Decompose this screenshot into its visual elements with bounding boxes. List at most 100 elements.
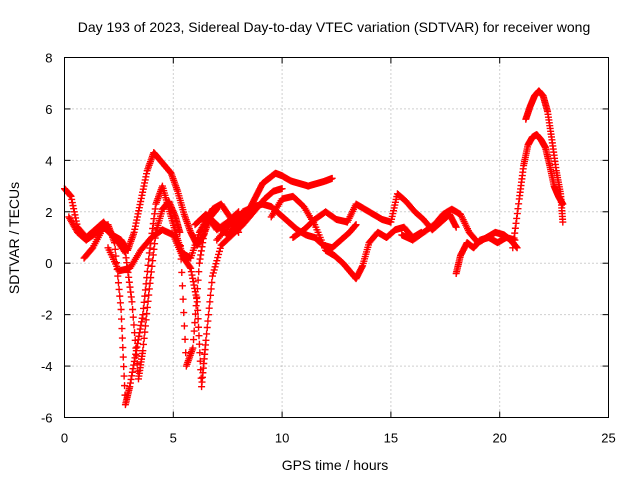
data-point (213, 257, 221, 265)
data-point (208, 272, 216, 280)
data-point (179, 295, 187, 303)
grid (64, 57, 609, 418)
data-point (178, 268, 186, 276)
y-tick-label: 0 (45, 256, 52, 271)
plot-frame (64, 57, 609, 418)
data-point (191, 319, 199, 327)
y-axis-label: SDTVAR / TECUs (6, 182, 22, 294)
data-point (205, 311, 213, 319)
data-point (195, 268, 203, 276)
data-point (192, 302, 200, 310)
x-tick-label: 20 (492, 431, 506, 446)
data-point (197, 374, 205, 382)
data-point (203, 330, 211, 338)
x-tick-label: 25 (601, 431, 615, 446)
series-sat-track-10 (452, 234, 519, 277)
data-point (118, 315, 126, 323)
data-point (142, 316, 150, 324)
data-point (559, 218, 567, 226)
chart-title: Day 193 of 2023, Sidereal Day-to-day VTE… (78, 19, 591, 35)
data-point (352, 221, 360, 229)
data-point (211, 263, 219, 271)
data-point (120, 363, 128, 371)
data-point (195, 340, 203, 348)
x-axis-label: GPS time / hours (282, 457, 389, 473)
data-point (202, 336, 210, 344)
data-point (212, 260, 220, 268)
data-point (139, 311, 147, 319)
data-point (204, 317, 212, 325)
data-point (209, 269, 217, 277)
data-point (131, 336, 139, 344)
data-point (111, 245, 119, 253)
data-point (206, 298, 214, 306)
data-point (180, 309, 188, 317)
data-point (278, 185, 286, 193)
x-tick-label: 15 (384, 431, 398, 446)
data-point (181, 335, 189, 343)
y-tick-label: -6 (41, 411, 53, 426)
data-point (119, 344, 127, 352)
data-point (141, 328, 149, 336)
data-point (130, 321, 138, 329)
data-point (191, 310, 199, 318)
data-point (186, 263, 194, 271)
data-point (452, 223, 460, 231)
data-point (118, 334, 126, 342)
data-point (205, 304, 213, 312)
y-tick-label: -4 (41, 359, 53, 374)
data-point (114, 272, 122, 280)
y-tick-label: -2 (41, 308, 53, 323)
y-tick-label: 4 (45, 153, 52, 168)
series-sat-track-11 (509, 131, 567, 252)
x-tick-label: 10 (275, 431, 289, 446)
data-points (61, 87, 567, 409)
data-point (120, 247, 128, 255)
data-point (116, 299, 124, 307)
data-point (144, 261, 152, 269)
data-point (195, 323, 203, 331)
x-tick-label: 0 (61, 431, 68, 446)
data-point (214, 254, 222, 262)
data-point (208, 279, 216, 286)
data-point (194, 306, 202, 314)
series-sat-track-3 (80, 198, 243, 383)
data-point (140, 298, 148, 306)
data-point (195, 332, 203, 340)
data-point (196, 349, 204, 357)
data-point (182, 349, 190, 357)
data-point (178, 282, 186, 290)
data-point (117, 306, 125, 313)
data-point (129, 313, 137, 321)
data-point (119, 353, 127, 361)
data-point (189, 344, 197, 352)
data-point (121, 382, 129, 390)
data-point (203, 324, 211, 331)
data-point (190, 336, 198, 344)
data-point (194, 315, 202, 323)
data-point (141, 286, 149, 294)
data-point (141, 322, 149, 330)
y-tick-label: 8 (45, 51, 52, 66)
data-point (114, 279, 122, 287)
data-point (139, 304, 147, 312)
series-sat-track-4 (104, 185, 286, 391)
series-sat-track-12 (522, 87, 567, 226)
data-point (145, 291, 153, 299)
data-point (144, 297, 152, 305)
data-point (118, 325, 126, 333)
data-point (140, 334, 148, 342)
data-point (120, 372, 128, 380)
data-point (143, 310, 151, 318)
data-point (128, 298, 136, 306)
data-point (133, 360, 141, 367)
axis-ticks: 0 5 10 15 20 25 -6 -4 -2 0 2 4 6 8 (41, 51, 616, 446)
data-point (132, 344, 140, 352)
data-point (143, 303, 151, 311)
data-point (145, 255, 153, 263)
data-point (141, 292, 149, 300)
data-point (176, 228, 184, 236)
data-point (328, 174, 336, 182)
data-point (207, 291, 215, 299)
